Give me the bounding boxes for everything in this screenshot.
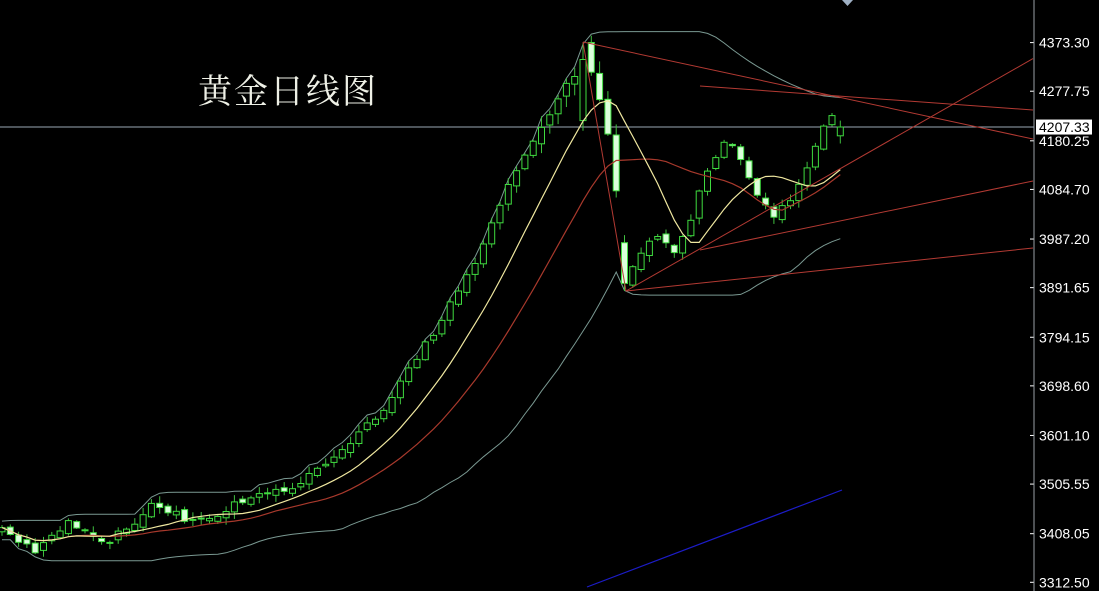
svg-text:3891.65: 3891.65 [1039,280,1090,296]
svg-text:3408.05: 3408.05 [1039,526,1090,542]
svg-text:4277.75: 4277.75 [1039,83,1090,99]
svg-text:3505.55: 3505.55 [1039,476,1090,492]
svg-text:4084.70: 4084.70 [1039,181,1090,197]
svg-text:4180.25: 4180.25 [1039,133,1090,149]
svg-text:3698.60: 3698.60 [1039,378,1090,394]
svg-text:3601.10: 3601.10 [1039,427,1090,443]
svg-text:3794.15: 3794.15 [1039,329,1090,345]
svg-text:3312.50: 3312.50 [1039,574,1090,590]
svg-text:3987.20: 3987.20 [1039,231,1090,247]
svg-text:4373.30: 4373.30 [1039,35,1090,51]
